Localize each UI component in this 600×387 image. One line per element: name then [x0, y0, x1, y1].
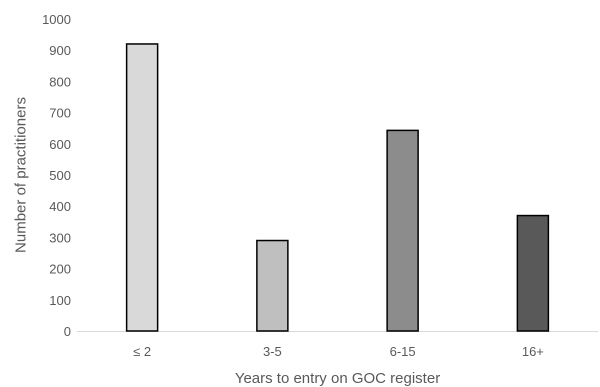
x-tick-label: 6-15 — [390, 344, 416, 359]
y-tick-label: 800 — [49, 74, 71, 89]
bar — [516, 214, 550, 332]
y-tick-label: 400 — [49, 199, 71, 214]
bars — [125, 43, 550, 332]
bar — [256, 239, 289, 332]
y-tick-label: 0 — [64, 324, 71, 339]
y-tick-label: 300 — [49, 230, 71, 245]
y-tick-label: 200 — [49, 262, 71, 277]
y-tick-label: 700 — [49, 106, 71, 121]
y-axis-ticks: 0 100 200 300 400 500 600 700 800 900 1000 — [42, 12, 71, 339]
x-axis-ticks: ≤ 2 3-5 6-15 16+ — [133, 344, 544, 359]
y-tick-label: 900 — [49, 43, 71, 58]
y-tick-label: 100 — [49, 293, 71, 308]
x-axis-title: Years to entry on GOC register — [235, 370, 440, 387]
x-tick-label: ≤ 2 — [133, 344, 151, 359]
y-tick-label: 1000 — [42, 12, 71, 27]
y-axis-title: Number of practitioners — [12, 97, 29, 253]
x-tick-label: 3-5 — [263, 344, 282, 359]
bar — [125, 43, 159, 332]
y-tick-label: 500 — [49, 168, 71, 183]
bar — [386, 129, 419, 332]
y-tick-label: 600 — [49, 137, 71, 152]
x-tick-label: 16+ — [522, 344, 544, 359]
